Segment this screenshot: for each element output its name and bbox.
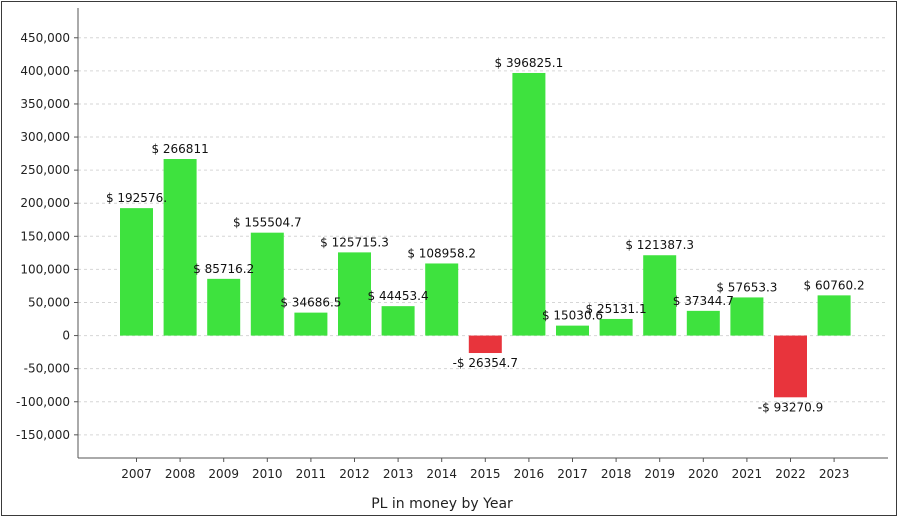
bar-2021 <box>730 297 764 336</box>
bar-2018 <box>599 318 633 336</box>
data-label-2020: $ 37344.7 <box>673 294 734 308</box>
axis-layer: 450,000 400,000 350,000 300,000 250,000 200,0… <box>16 8 888 481</box>
y-tick-label: 400,000 <box>20 64 70 78</box>
y-tick-label: 0 <box>62 329 70 343</box>
y-tick-label: 450,000 <box>20 31 70 45</box>
x-tick-label-2007: 2007 <box>121 467 152 481</box>
data-label-2017: $ 15030.6 <box>542 309 603 323</box>
data-label-2022: -$ 93270.9 <box>758 400 823 414</box>
data-label-2010: $ 155504.7 <box>233 216 302 230</box>
data-label-2018: $ 25131.1 <box>586 302 647 316</box>
grid-layer <box>78 37 888 436</box>
bar-2012 <box>338 252 371 336</box>
bar-2016 <box>512 72 546 336</box>
data-label-2019: $ 121387.3 <box>625 238 694 252</box>
bar-2010 <box>250 232 284 336</box>
x-tick-label-2023: 2023 <box>819 467 850 481</box>
x-tick-label-2016: 2016 <box>514 467 545 481</box>
bar-2014 <box>425 263 459 336</box>
bar-2022 <box>774 335 807 398</box>
bar-2019 <box>643 255 677 336</box>
y-tick-label: 150,000 <box>20 229 70 243</box>
x-tick-label-2012: 2012 <box>339 467 370 481</box>
x-tick-label-2014: 2014 <box>426 467 457 481</box>
data-label-2008: $ 266811 <box>151 142 208 156</box>
x-tick-label-2013: 2013 <box>383 467 414 481</box>
x-tick-label-2022: 2022 <box>775 467 806 481</box>
data-label-2007: $ 192576. <box>106 191 167 205</box>
data-label-2013: $ 44453.4 <box>368 289 429 303</box>
bar-2011 <box>294 312 328 336</box>
x-tick-label-2011: 2011 <box>296 467 327 481</box>
y-tick-label: 350,000 <box>20 97 70 111</box>
x-axis-title: PL in money by Year <box>371 496 513 512</box>
x-tick-label-2010: 2010 <box>252 467 283 481</box>
data-label-2021: $ 57653.3 <box>716 280 777 294</box>
x-tick-label-2008: 2008 <box>165 467 196 481</box>
data-label-2009: $ 85716.2 <box>193 262 254 276</box>
bar-2023 <box>817 295 851 336</box>
bar-2009 <box>207 278 241 336</box>
x-tick-label-2015: 2015 <box>470 467 501 481</box>
bar-2007 <box>120 208 153 336</box>
y-tick-label: 100,000 <box>20 262 70 276</box>
data-label-2015: -$ 26354.7 <box>453 356 518 370</box>
data-label-2023: $ 60760.2 <box>804 278 865 292</box>
y-tick-label: 200,000 <box>20 196 70 210</box>
bar-2017 <box>556 325 589 336</box>
x-tick-label-2018: 2018 <box>601 467 632 481</box>
y-tick-label: -100,000 <box>16 395 70 409</box>
bar-2020 <box>686 310 720 336</box>
data-label-2012: $ 125715.3 <box>320 235 389 249</box>
y-tick-label: -50,000 <box>24 362 70 376</box>
y-tick-label: 50,000 <box>28 295 70 309</box>
x-tick-label-2020: 2020 <box>688 467 719 481</box>
y-tick-label: 250,000 <box>20 163 70 177</box>
x-tick-label-2021: 2021 <box>732 467 763 481</box>
x-tick-label-2017: 2017 <box>557 467 588 481</box>
y-tick-label: -150,000 <box>16 428 70 442</box>
data-label-2011: $ 34686.5 <box>280 296 341 310</box>
label-layer: $ 192576. $ 266811 $ 85716.2 $ 155504.7 $ 34… <box>106 56 865 414</box>
bar-layer <box>120 72 851 398</box>
bar-2015 <box>468 335 502 354</box>
data-label-2016: $ 396825.1 <box>495 56 564 70</box>
x-tick-label-2009: 2009 <box>208 467 239 481</box>
y-tick-label: 300,000 <box>20 130 70 144</box>
data-label-2014: $ 108958.2 <box>407 246 476 260</box>
bar-2008 <box>163 159 197 336</box>
bar-2013 <box>381 306 415 336</box>
x-tick-label-2019: 2019 <box>644 467 675 481</box>
